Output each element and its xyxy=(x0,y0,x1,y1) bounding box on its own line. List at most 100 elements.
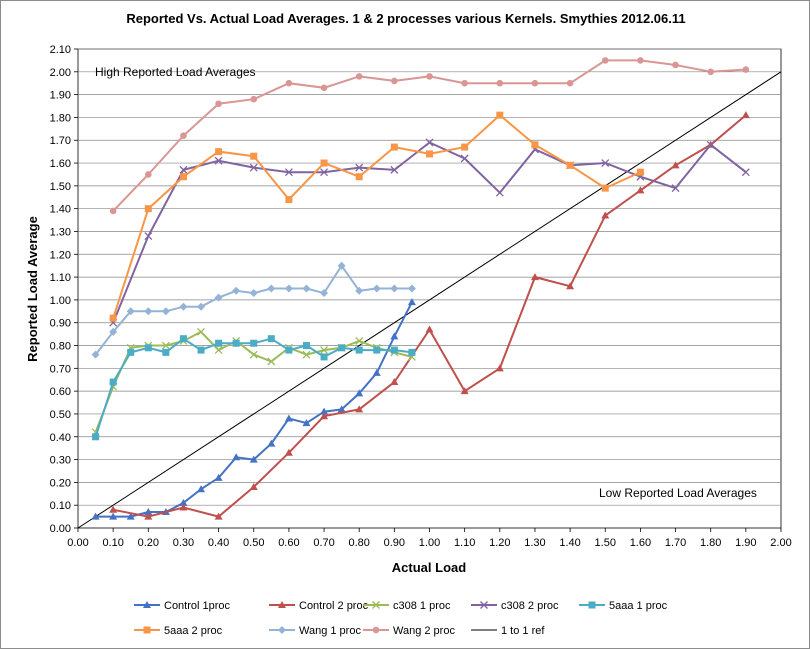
data-point xyxy=(496,111,504,119)
series-5aaa-2-proc xyxy=(109,111,644,322)
data-point xyxy=(601,57,609,64)
data-point xyxy=(390,165,399,174)
data-point xyxy=(601,211,610,219)
data-point xyxy=(391,77,398,85)
y-tick-label: 0.70 xyxy=(50,363,71,375)
data-point xyxy=(215,339,223,347)
data-point xyxy=(407,298,416,306)
data-point-stroke xyxy=(671,184,680,193)
data-point xyxy=(145,171,152,178)
data-point xyxy=(214,512,223,520)
x-tick-label: 1.20 xyxy=(489,537,510,549)
data-point xyxy=(355,389,364,397)
data-point xyxy=(372,284,381,293)
legend-item-control-1proc: Control 1proc xyxy=(134,600,231,612)
legend-label: c308 1 proc xyxy=(393,600,451,612)
data-point xyxy=(284,414,293,422)
data-point xyxy=(461,79,468,87)
data-point xyxy=(179,335,187,343)
data-point xyxy=(355,286,364,295)
data-point xyxy=(636,168,644,176)
data-point xyxy=(390,346,398,354)
series-line xyxy=(77,71,782,529)
data-point-stroke xyxy=(320,346,329,355)
data-point xyxy=(249,455,258,463)
x-tick-label: 1.40 xyxy=(559,537,580,549)
data-point xyxy=(144,205,152,213)
data-point-stroke xyxy=(161,341,170,350)
data-point-stroke xyxy=(706,140,715,149)
legend-label: Wang 1 proc xyxy=(299,625,361,637)
data-point xyxy=(109,327,118,336)
data-point xyxy=(109,314,117,322)
legend-label: 5aaa 1 proc xyxy=(609,600,668,612)
x-tick-label: 0.50 xyxy=(243,537,264,549)
x-tick-label: 0.90 xyxy=(384,537,405,549)
y-tick-label: 0.40 xyxy=(50,432,71,444)
data-point-stroke xyxy=(302,350,311,359)
series-wang-1-proc xyxy=(91,261,416,359)
data-point xyxy=(707,68,714,76)
legend-label: 5aaa 2 proc xyxy=(164,625,223,637)
legend-label: 1 to 1 ref xyxy=(501,625,545,637)
y-tick-label: 1.00 xyxy=(50,295,71,307)
data-point-stroke xyxy=(355,337,364,345)
data-point-stroke xyxy=(495,188,504,197)
data-point-stroke xyxy=(214,156,223,165)
data-point xyxy=(250,95,258,103)
data-point xyxy=(161,341,170,350)
data-point xyxy=(672,61,679,69)
x-tick-label: 1.70 xyxy=(665,537,686,549)
y-tick-label: 0.50 xyxy=(50,409,71,421)
data-point xyxy=(390,143,398,151)
x-tick-label: 1.60 xyxy=(630,537,651,549)
x-tick-label: 0.30 xyxy=(173,537,194,549)
data-point xyxy=(530,273,539,281)
data-point xyxy=(214,156,223,165)
data-point xyxy=(425,138,434,147)
data-point xyxy=(460,154,469,163)
data-point xyxy=(320,84,328,92)
data-point xyxy=(267,284,276,293)
legend-item-5aaa-1-proc: 5aaa 1 proc xyxy=(579,600,668,612)
y-tick-label: 1.10 xyxy=(50,272,71,284)
data-point xyxy=(390,332,399,340)
data-point xyxy=(373,346,381,354)
data-point xyxy=(197,302,206,311)
x-tick-label: 0.10 xyxy=(102,537,123,549)
legend-label: Wang 2 proc xyxy=(393,625,455,637)
data-point xyxy=(601,159,610,168)
data-point xyxy=(249,289,258,298)
data-point xyxy=(144,307,153,316)
x-tick-label: 1.80 xyxy=(700,537,721,549)
data-point-stroke xyxy=(284,168,293,177)
data-point xyxy=(302,350,311,359)
data-point xyxy=(355,163,364,172)
data-point xyxy=(531,141,539,149)
y-tick-label: 1.70 xyxy=(50,135,71,147)
y-tick-label: 2.10 xyxy=(50,44,71,56)
data-point xyxy=(285,346,293,354)
data-point xyxy=(601,184,609,192)
data-point xyxy=(355,173,363,181)
data-point xyxy=(355,337,364,345)
data-point xyxy=(179,503,188,511)
data-point xyxy=(127,348,135,356)
data-point xyxy=(109,378,117,386)
plot-area xyxy=(77,48,782,529)
series-line xyxy=(112,113,641,319)
legend-item-5aaa-2-proc: 5aaa 2 proc xyxy=(134,625,223,637)
data-point xyxy=(320,159,328,167)
data-point xyxy=(636,186,645,194)
data-point xyxy=(179,173,187,181)
data-point xyxy=(126,307,135,316)
data-point xyxy=(671,184,680,193)
legend-label: c308 2 proc xyxy=(501,600,559,612)
data-point xyxy=(461,143,469,151)
series-5aaa-1-proc xyxy=(92,335,416,441)
data-point xyxy=(144,344,152,352)
data-point-stroke xyxy=(214,346,223,355)
data-point xyxy=(285,79,293,87)
data-point xyxy=(741,111,750,119)
